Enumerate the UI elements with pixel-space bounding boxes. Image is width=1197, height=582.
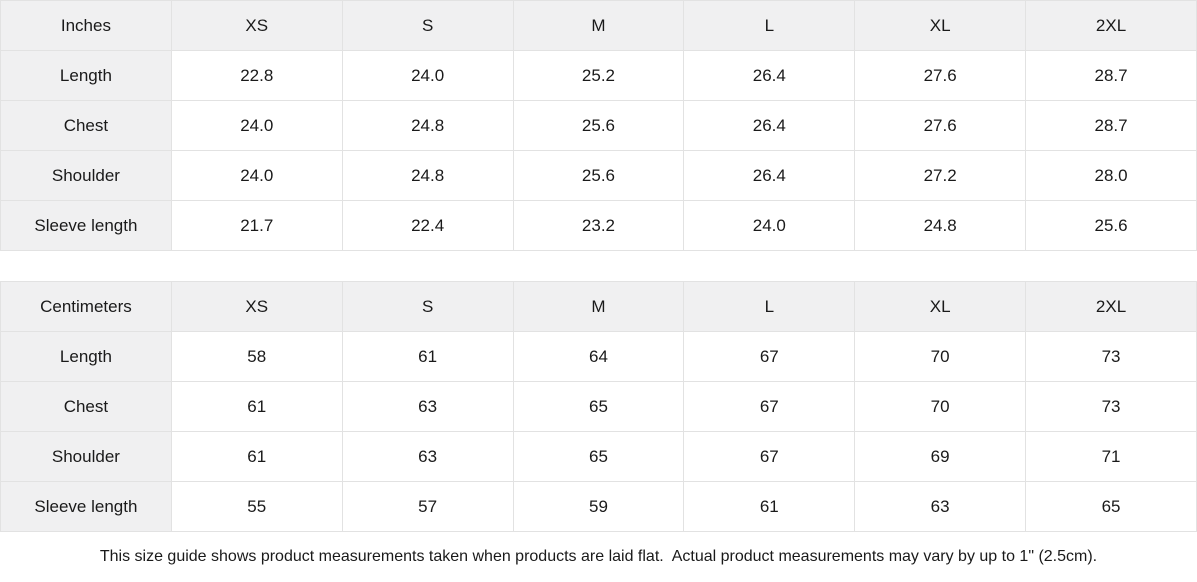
measurement-cell: 28.0 — [1025, 150, 1197, 201]
measurement-cell: 55 — [170, 481, 343, 532]
measurement-cell: 26.4 — [683, 150, 856, 201]
table-row-length: Length 58 61 64 67 70 73 — [0, 331, 1197, 382]
measurement-cell: 61 — [170, 431, 343, 482]
measurement-cell: 70 — [854, 331, 1027, 382]
row-label: Sleeve length — [0, 481, 172, 532]
measurement-cell: 24.0 — [170, 150, 343, 201]
size-header-xl: XL — [854, 281, 1027, 332]
measurement-cell: 58 — [170, 331, 343, 382]
measurement-cell: 57 — [341, 481, 514, 532]
measurement-cell: 70 — [854, 381, 1027, 432]
measurement-cell: 67 — [683, 381, 856, 432]
unit-label-centimeters: Centimeters — [0, 281, 172, 332]
size-header-s: S — [341, 0, 514, 51]
table-row-length: Length 22.8 24.0 25.2 26.4 27.6 28.7 — [0, 50, 1197, 101]
measurement-cell: 25.6 — [1025, 200, 1197, 251]
size-header-m: M — [512, 281, 685, 332]
size-header-l: L — [683, 0, 856, 51]
measurement-cell: 59 — [512, 481, 685, 532]
measurement-cell: 65 — [512, 431, 685, 482]
row-label: Shoulder — [0, 150, 172, 201]
measurement-cell: 25.6 — [512, 150, 685, 201]
size-header-2xl: 2XL — [1025, 281, 1197, 332]
size-header-s: S — [341, 281, 514, 332]
row-label: Sleeve length — [0, 200, 172, 251]
measurement-cell: 63 — [341, 381, 514, 432]
row-label: Chest — [0, 100, 172, 151]
table-header-row: Inches XS S M L XL 2XL — [0, 0, 1197, 51]
measurement-cell: 63 — [854, 481, 1027, 532]
size-header-xs: XS — [170, 0, 343, 51]
measurement-cell: 25.6 — [512, 100, 685, 151]
size-header-m: M — [512, 0, 685, 51]
size-header-l: L — [683, 281, 856, 332]
measurement-cell: 22.4 — [341, 200, 514, 251]
row-label: Length — [0, 331, 172, 382]
measurement-cell: 25.2 — [512, 50, 685, 101]
measurement-cell: 71 — [1025, 431, 1197, 482]
measurement-cell: 63 — [341, 431, 514, 482]
measurement-cell: 24.8 — [341, 150, 514, 201]
measurement-cell: 64 — [512, 331, 685, 382]
table-row-chest: Chest 61 63 65 67 70 73 — [0, 381, 1197, 432]
measurement-cell: 24.0 — [170, 100, 343, 151]
size-header-2xl: 2XL — [1025, 0, 1197, 51]
table-header-row: Centimeters XS S M L XL 2XL — [0, 281, 1197, 332]
table-spacer — [0, 251, 1197, 281]
measurement-cell: 22.8 — [170, 50, 343, 101]
row-label: Chest — [0, 381, 172, 432]
table-row-shoulder: Shoulder 61 63 65 67 69 71 — [0, 431, 1197, 482]
measurement-cell: 26.4 — [683, 50, 856, 101]
table-row-sleeve-length: Sleeve length 55 57 59 61 63 65 — [0, 481, 1197, 532]
measurement-cell: 24.8 — [341, 100, 514, 151]
measurement-cell: 27.2 — [854, 150, 1027, 201]
measurement-cell: 24.8 — [854, 200, 1027, 251]
size-table-inches: Inches XS S M L XL 2XL Length 22.8 24.0 … — [0, 0, 1197, 251]
measurement-cell: 67 — [683, 431, 856, 482]
row-label: Length — [0, 50, 172, 101]
measurement-cell: 67 — [683, 331, 856, 382]
measurement-cell: 23.2 — [512, 200, 685, 251]
measurement-cell: 61 — [170, 381, 343, 432]
measurement-cell: 73 — [1025, 381, 1197, 432]
measurement-cell: 27.6 — [854, 100, 1027, 151]
measurement-cell: 24.0 — [341, 50, 514, 101]
measurement-cell: 65 — [512, 381, 685, 432]
measurement-cell: 28.7 — [1025, 100, 1197, 151]
table-row-shoulder: Shoulder 24.0 24.8 25.6 26.4 27.2 28.0 — [0, 150, 1197, 201]
measurement-cell: 21.7 — [170, 200, 343, 251]
measurement-cell: 73 — [1025, 331, 1197, 382]
measurement-cell: 28.7 — [1025, 50, 1197, 101]
size-guide-disclaimer: This size guide shows product measuremen… — [0, 532, 1197, 582]
row-label: Shoulder — [0, 431, 172, 482]
measurement-cell: 61 — [683, 481, 856, 532]
table-row-sleeve-length: Sleeve length 21.7 22.4 23.2 24.0 24.8 2… — [0, 200, 1197, 251]
size-header-xl: XL — [854, 0, 1027, 51]
table-row-chest: Chest 24.0 24.8 25.6 26.4 27.6 28.7 — [0, 100, 1197, 151]
measurement-cell: 27.6 — [854, 50, 1027, 101]
size-table-centimeters: Centimeters XS S M L XL 2XL Length 58 61… — [0, 281, 1197, 532]
measurement-cell: 69 — [854, 431, 1027, 482]
measurement-cell: 61 — [341, 331, 514, 382]
measurement-cell: 24.0 — [683, 200, 856, 251]
size-header-xs: XS — [170, 281, 343, 332]
measurement-cell: 65 — [1025, 481, 1197, 532]
measurement-cell: 26.4 — [683, 100, 856, 151]
unit-label-inches: Inches — [0, 0, 172, 51]
